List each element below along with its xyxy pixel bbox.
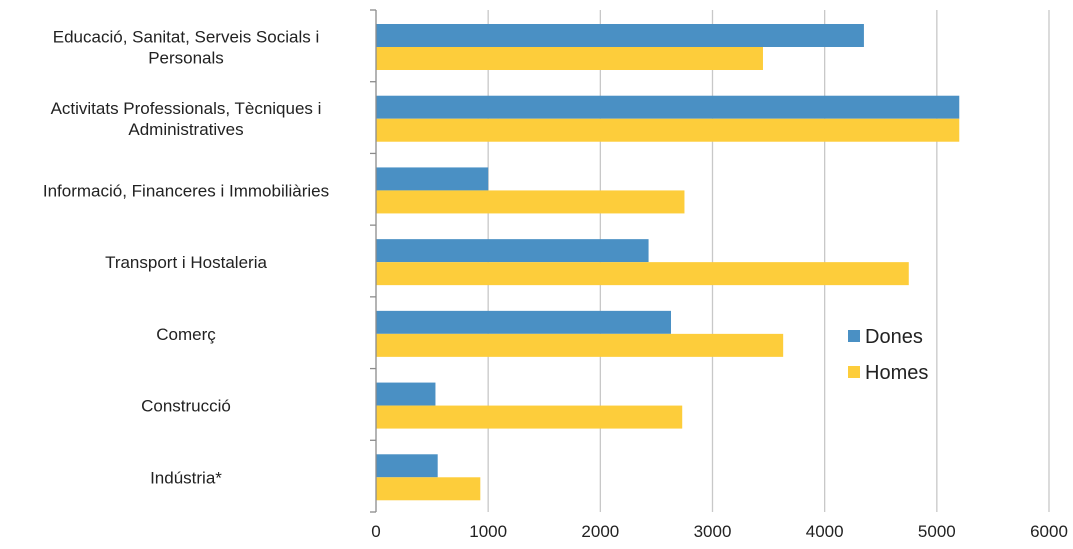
x-tick-label: 3000 [694,522,732,541]
category-label-line: Educació, Sanitat, Serveis Socials i [53,28,319,47]
category-label-line: Construcció [141,397,231,416]
x-tick-label: 5000 [918,522,956,541]
category-label-line: Activitats Professionals, Tècniques i [51,99,322,118]
category-label-line: Personals [148,49,224,68]
bar-dones [376,382,436,406]
category-label-line: Transport i Hostaleria [105,253,267,272]
category-label: Activitats Professionals, Tècniques i Adm… [51,99,322,139]
x-tick-label: 4000 [806,522,844,541]
legend: Dones Homes [848,326,928,384]
bar-homes [376,333,784,357]
bar-dones [376,239,649,263]
legend-swatch-dones [848,330,860,342]
bar-homes [376,405,683,429]
bar-homes [376,47,763,70]
legend-label-homes: Homes [865,362,928,384]
category-label: Informació, Financeres i Immobiliàries [43,181,329,200]
x-tick-label: 6000 [1030,522,1068,541]
category-label: Comerç [156,325,216,344]
category-label-line: Informació, Financeres i Immobiliàries [43,181,329,200]
bar-dones [376,454,438,478]
bar-homes [376,262,909,286]
x-tick-label: 0 [371,522,380,541]
bar-dones [376,95,960,119]
bar-dones [376,310,671,334]
bar-dones [376,167,489,191]
axes [370,9,377,513]
x-tick-label: 2000 [581,522,619,541]
x-tick-labels: 0 1000 2000 3000 4000 5000 6000 [371,522,1068,541]
category-label: Indústria* [150,468,222,487]
legend-swatch-homes [848,366,860,378]
bar-homes [376,118,960,142]
bars [376,24,960,501]
bar-dones [376,24,864,47]
bar-homes [376,477,481,501]
category-label-line: Indústria* [150,468,222,487]
x-tick-label: 1000 [469,522,507,541]
category-label-line: Administratives [128,120,243,139]
category-label-line: Comerç [156,325,216,344]
category-labels: Educació, Sanitat, Serveis Socials i Pers… [43,28,329,488]
category-label: Educació, Sanitat, Serveis Socials i Pers… [53,28,319,68]
bar-homes [376,190,685,214]
category-label: Construcció [141,397,231,416]
category-label: Transport i Hostaleria [105,253,267,272]
legend-label-dones: Dones [865,326,923,348]
